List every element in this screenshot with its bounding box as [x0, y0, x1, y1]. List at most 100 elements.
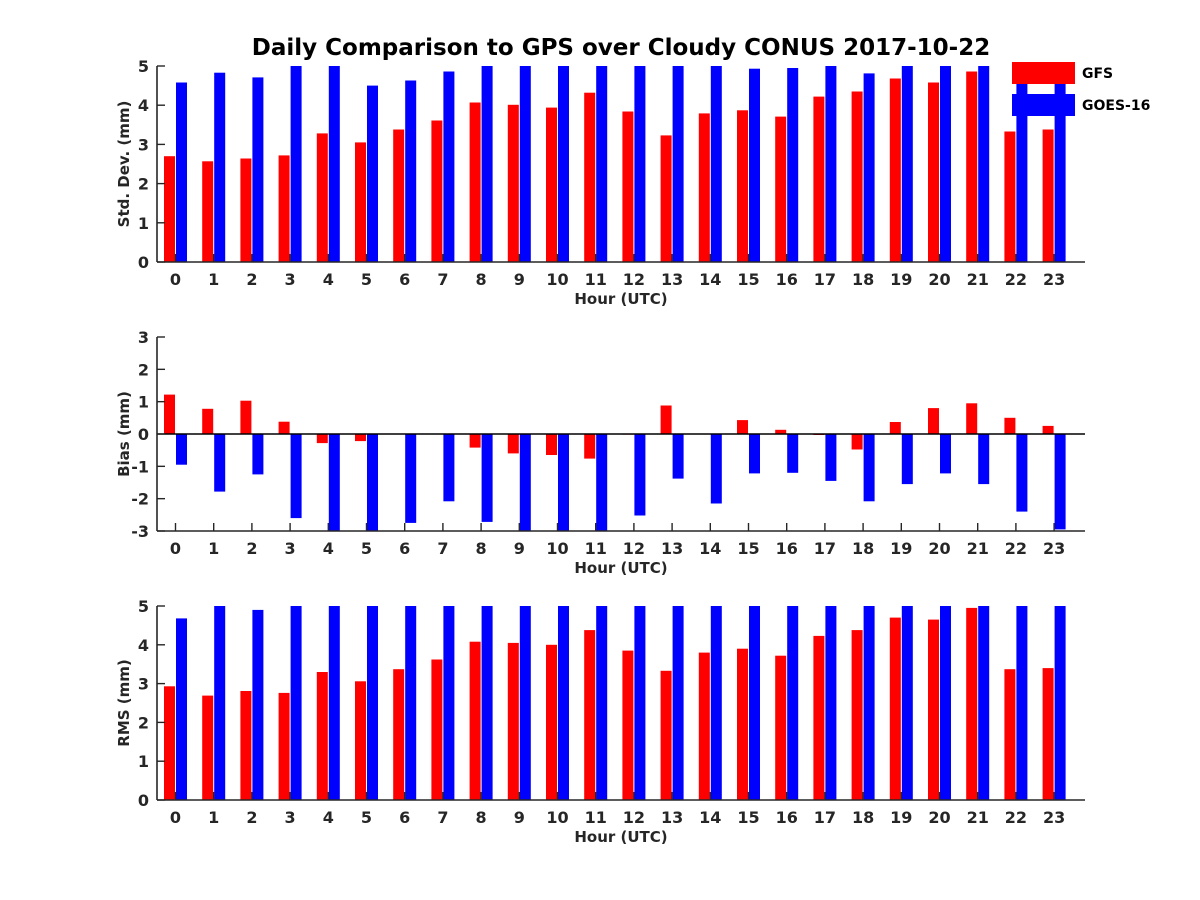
x-tick-label: 11 [585, 539, 607, 558]
x-tick-label: 18 [852, 270, 874, 289]
bar-goes16-hour-19 [901, 606, 913, 800]
x-tick-label: 3 [285, 808, 296, 827]
bar-goes16-hour-6 [405, 434, 417, 523]
bar-goes16-hour-0 [176, 618, 187, 800]
x-tick-label: 21 [967, 270, 989, 289]
bar-gfs-hour-15 [737, 648, 748, 800]
bar-goes16-hour-11 [596, 606, 608, 800]
bar-goes16-hour-10 [558, 66, 569, 262]
bar-gfs-hour-0 [164, 686, 175, 800]
x-tick-label: 12 [623, 270, 645, 289]
bar-goes16-hour-3 [290, 66, 302, 262]
bar-gfs-hour-18 [851, 434, 863, 450]
bar-goes16-hour-15 [749, 606, 760, 800]
bar-gfs-hour-15 [737, 420, 748, 434]
x-tick-label: 8 [476, 270, 487, 289]
x-tick-label: 20 [928, 808, 950, 827]
bar-goes16-hour-2 [252, 609, 264, 800]
bar-goes16-hour-4 [328, 434, 340, 531]
bar-goes16-hour-15 [749, 434, 760, 474]
x-tick-label: 4 [323, 270, 334, 289]
bar-goes16-hour-2 [252, 434, 264, 475]
x-tick-label: 14 [699, 539, 721, 558]
bar-gfs-hour-3 [278, 155, 290, 262]
bar-gfs-hour-23 [1042, 425, 1054, 434]
bar-gfs-hour-13 [660, 135, 672, 262]
bar-gfs-hour-16 [775, 429, 787, 434]
bar-gfs-hour-11 [584, 92, 596, 262]
x-tick-label: 22 [1005, 270, 1027, 289]
bar-goes16-hour-23 [1054, 434, 1066, 530]
legend-label-gfs: GFS [1082, 66, 1113, 82]
x-tick-label: 6 [399, 808, 410, 827]
y-tick-label: 2 [138, 713, 149, 732]
bar-goes16-hour-20 [940, 434, 951, 474]
bar-goes16-hour-18 [863, 73, 875, 263]
y-tick-label: 3 [138, 328, 149, 347]
bar-goes16-hour-13 [672, 434, 684, 479]
bar-goes16-hour-23 [1054, 606, 1066, 800]
x-tick-label: 22 [1005, 539, 1027, 558]
bar-goes16-hour-9 [519, 434, 531, 531]
bar-goes16-hour-17 [825, 606, 837, 800]
bar-gfs-hour-2 [240, 691, 252, 800]
x-tick-label: 5 [361, 539, 372, 558]
bar-goes16-hour-23 [1054, 77, 1066, 262]
bar-goes16-hour-7 [443, 606, 455, 800]
bar-goes16-hour-18 [863, 434, 875, 502]
bar-gfs-hour-3 [278, 421, 290, 434]
x-tick-label: 0 [170, 539, 181, 558]
bar-gfs-hour-8 [469, 434, 481, 448]
x-tick-label: 2 [246, 270, 257, 289]
x-tick-label: 13 [661, 539, 683, 558]
bar-goes16-hour-0 [176, 434, 187, 465]
bar-gfs-hour-19 [889, 617, 901, 800]
bar-gfs-hour-0 [164, 394, 175, 434]
bar-gfs-hour-12 [622, 111, 634, 262]
bar-gfs-hour-9 [507, 642, 519, 800]
x-tick-label: 20 [928, 270, 950, 289]
y-tick-label: 3 [138, 675, 149, 694]
x-tick-label: 12 [623, 808, 645, 827]
x-tick-label: 11 [585, 270, 607, 289]
x-tick-label: 16 [776, 270, 798, 289]
x-tick-label: 23 [1043, 808, 1065, 827]
x-tick-label: 7 [437, 539, 448, 558]
bar-gfs-hour-22 [1004, 669, 1016, 800]
bar-gfs-hour-1 [202, 695, 214, 800]
bar-goes16-hour-14 [710, 434, 722, 504]
x-tick-label: 9 [514, 808, 525, 827]
bar-gfs-hour-17 [813, 96, 825, 262]
x-tick-label: 3 [285, 539, 296, 558]
bar-gfs-hour-10 [546, 644, 557, 800]
y-tick-label: 2 [138, 360, 149, 379]
y-tick-label: 3 [138, 135, 149, 154]
bar-goes16-hour-10 [558, 606, 569, 800]
bar-goes16-hour-20 [940, 66, 951, 262]
bar-gfs-hour-6 [393, 129, 405, 262]
bar-goes16-hour-1 [214, 606, 226, 800]
bar-gfs-hour-12 [622, 650, 634, 800]
bar-gfs-hour-11 [584, 630, 596, 800]
bar-gfs-hour-19 [889, 78, 901, 262]
bar-gfs-hour-5 [355, 142, 366, 262]
y-tick-label: 2 [138, 175, 149, 194]
x-tick-label: 4 [323, 539, 334, 558]
x-tick-label: 0 [170, 808, 181, 827]
legend: GFS GOES-16 [1012, 62, 1150, 116]
bar-goes16-hour-1 [214, 434, 226, 492]
bar-goes16-hour-6 [405, 606, 417, 800]
bar-gfs-hour-0 [164, 156, 175, 262]
bar-gfs-hour-20 [928, 82, 939, 262]
x-tick-label: 5 [361, 270, 372, 289]
x-tick-label: 17 [814, 270, 836, 289]
x-tick-label: 16 [776, 808, 798, 827]
x-tick-label: 13 [661, 270, 683, 289]
x-tick-label: 9 [514, 270, 525, 289]
x-tick-label: 13 [661, 808, 683, 827]
bar-gfs-hour-13 [660, 670, 672, 800]
bar-goes16-hour-15 [749, 68, 760, 262]
x-tick-label: 5 [361, 808, 372, 827]
